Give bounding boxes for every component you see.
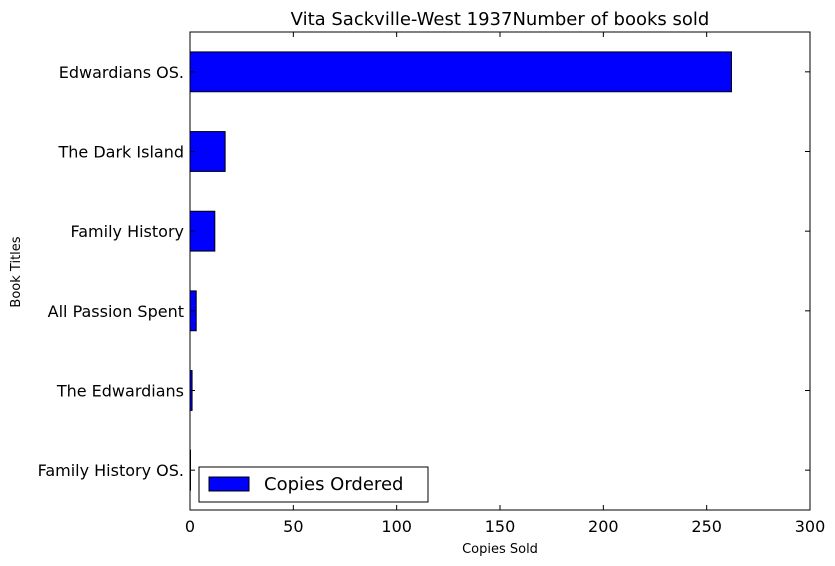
- x-tick-label: 250: [691, 517, 722, 536]
- legend-frame: [198, 466, 429, 503]
- bar: [189, 51, 732, 93]
- y-tick-label: Family History: [71, 222, 185, 241]
- x-tick-label: 200: [588, 517, 619, 536]
- y-axis-label: Book Titles: [9, 236, 24, 307]
- bars-group: [189, 51, 732, 491]
- x-tick-label: 300: [795, 517, 826, 536]
- legend-label: Copies Ordered: [264, 474, 403, 495]
- x-tick-label: 50: [283, 517, 303, 536]
- x-axis-label: Copies Sold: [462, 542, 538, 557]
- x-tick-label: 150: [485, 517, 516, 536]
- x-tick-label: 0: [185, 517, 195, 536]
- chart-title: Vita Sackville-West 1937Number of books …: [291, 9, 710, 30]
- x-axis-ticks: 0 50 100 150 200 250 300: [185, 32, 825, 536]
- y-tick-label: The Dark Island: [58, 143, 185, 162]
- legend: Copies Ordered: [198, 466, 429, 503]
- legend-swatch: [208, 476, 250, 492]
- y-tick-label: The Edwardians: [56, 382, 184, 401]
- bar: [189, 131, 226, 172]
- y-tick-label: Family History OS.: [38, 461, 184, 480]
- y-tick-label: Edwardians OS.: [59, 63, 184, 82]
- y-axis-ticks: Edwardians OS. The Dark Island Family Hist…: [38, 63, 810, 480]
- x-tick-label: 100: [381, 517, 412, 536]
- plot-area-frame: [189, 31, 811, 511]
- y-tick-label: All Passion Spent: [48, 302, 184, 321]
